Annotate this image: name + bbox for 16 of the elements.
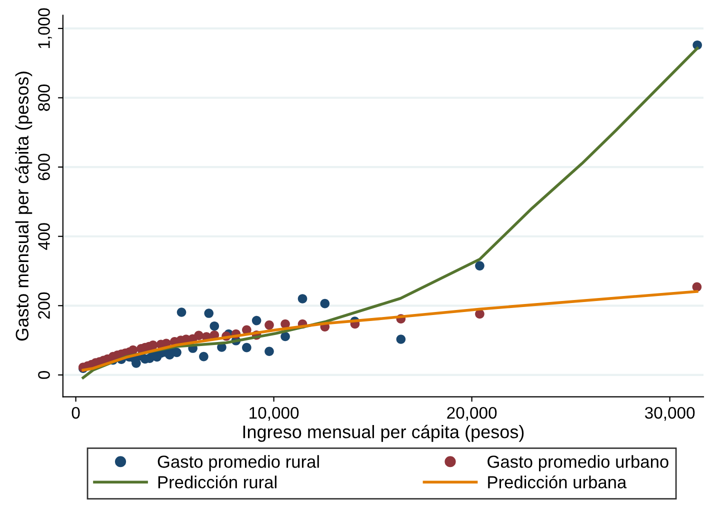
y-tick-label: 0 [38, 370, 50, 379]
y-tick-label: 800 [38, 84, 50, 111]
y-tick-label: 400 [38, 223, 50, 250]
y-tick-label: 1,000 [38, 8, 52, 48]
legend-label: Predicción urbana [488, 475, 627, 488]
legend-label: Gasto promedio urbano [488, 455, 668, 472]
legend-label: Predicción rural [158, 475, 276, 488]
y-axis-title: Gasto mensual per cápita (pesos) [15, 72, 32, 341]
x-tick-label: 10,000 [250, 406, 299, 421]
x-tick-label: 0 [72, 406, 80, 419]
x-tick-label: 30,000 [644, 406, 695, 421]
legend-label: Gasto promedio rural [158, 455, 319, 472]
y-tick-label: 200 [38, 292, 50, 319]
x-tick-label: 20,000 [447, 406, 497, 421]
x-axis-title: Ingreso mensual per cápita (pesos) [243, 424, 524, 442]
y-tick-label: 600 [38, 154, 50, 180]
